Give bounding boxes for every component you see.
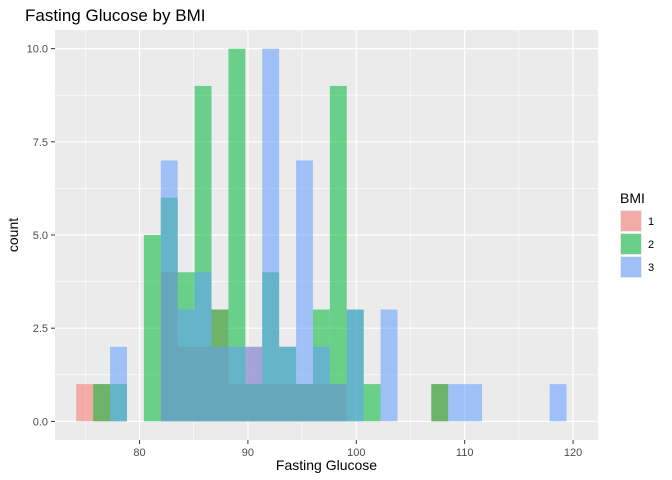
bar-bmi-3 — [380, 309, 398, 422]
bar-bmi-3 — [177, 309, 195, 422]
bar-bmi-2 — [363, 384, 381, 422]
bar-bmi-3 — [448, 384, 466, 422]
bar-bmi-2 — [329, 85, 347, 422]
y-axis-title: count — [5, 218, 21, 252]
y-tick-label: 0.0 — [33, 416, 48, 428]
bar-bmi-3 — [465, 384, 483, 422]
x-axis-title: Fasting Glucose — [276, 457, 377, 473]
legend-key-bmi-3 — [621, 257, 641, 277]
histogram-bars — [76, 48, 567, 422]
legend-key-bmi-2 — [621, 234, 641, 254]
bar-bmi-3 — [194, 272, 212, 422]
bar-bmi-3 — [549, 384, 567, 422]
bar-bmi-2 — [228, 48, 246, 422]
bar-bmi-2 — [93, 384, 111, 422]
bar-bmi-3 — [329, 384, 347, 422]
bar-bmi-3 — [262, 48, 280, 422]
bar-bmi-3 — [245, 346, 263, 422]
x-tick-label: 90 — [242, 447, 254, 459]
x-tick-label: 80 — [133, 447, 145, 459]
y-tick-label: 5.0 — [33, 230, 48, 242]
bar-bmi-3 — [110, 346, 127, 422]
x-tick-label: 110 — [456, 447, 474, 459]
y-axis: 0.0 2.5 5.0 7.5 10.0 — [27, 44, 55, 428]
bar-bmi-3 — [228, 346, 246, 422]
legend-title: BMI — [620, 190, 645, 206]
legend-label-bmi-2: 2 — [648, 239, 654, 251]
chart-title: Fasting Glucose by BMI — [25, 6, 205, 25]
bar-bmi-2 — [143, 235, 161, 422]
y-tick-label: 10.0 — [27, 44, 48, 56]
bar-bmi-3 — [346, 309, 364, 422]
x-tick-label: 120 — [564, 447, 582, 459]
bar-bmi-3 — [211, 346, 229, 422]
y-tick-label: 7.5 — [33, 137, 48, 149]
y-tick-label: 2.5 — [33, 323, 48, 335]
legend-key-bmi-1 — [621, 211, 641, 231]
legend-label-bmi-1: 1 — [648, 216, 654, 228]
legend: BMI 1 2 3 — [620, 190, 654, 278]
x-tick-label: 100 — [347, 447, 365, 459]
bar-bmi-3 — [296, 160, 313, 422]
x-axis: 80 90 100 110 120 — [133, 440, 582, 459]
bar-bmi-3 — [160, 160, 178, 422]
bar-bmi-3 — [312, 346, 330, 422]
legend-label-bmi-3: 3 — [648, 262, 654, 274]
bar-bmi-1 — [76, 384, 94, 422]
bar-bmi-2 — [431, 384, 449, 422]
bar-bmi-3 — [279, 346, 297, 422]
